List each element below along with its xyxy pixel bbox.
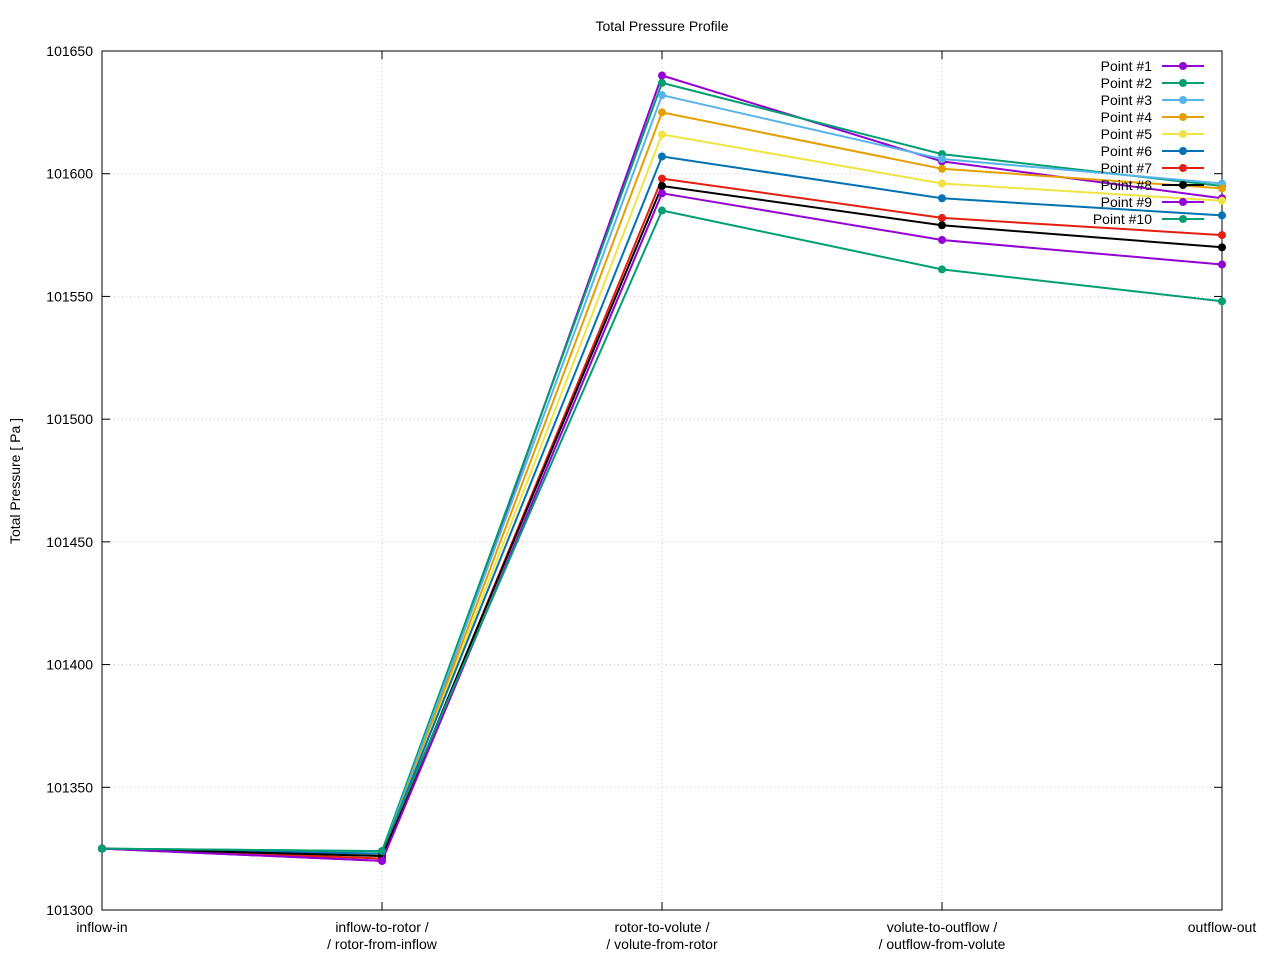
data-point: [1218, 211, 1226, 220]
series-line: [101, 155, 1223, 855]
data-point: [658, 71, 666, 80]
x-tick-label: outflow-out: [1188, 919, 1257, 935]
data-point: [658, 130, 666, 139]
data-point: [938, 221, 946, 230]
grid-lines: [102, 51, 1222, 910]
legend-item: Point #9: [1101, 194, 1204, 210]
data-point: [658, 91, 666, 100]
x-tick-label: volute-to-outflow /: [887, 919, 998, 935]
legend-marker: [1179, 130, 1187, 138]
legend-marker: [1179, 164, 1187, 172]
data-point: [938, 235, 946, 244]
data-point: [658, 108, 666, 117]
data-point: [658, 174, 666, 183]
legend-label: Point #7: [1101, 160, 1153, 176]
data-point: [938, 179, 946, 188]
legend-marker: [1179, 198, 1187, 206]
legend-label: Point #5: [1101, 126, 1153, 142]
legend-item: Point #6: [1101, 143, 1204, 159]
y-tick-label: 101550: [46, 288, 93, 304]
y-tick-label: 101450: [46, 534, 93, 550]
data-point: [938, 265, 946, 274]
legend-label: Point #3: [1101, 92, 1153, 108]
legend-item: Point #8: [1101, 177, 1204, 193]
x-tick-label: inflow-in: [76, 919, 127, 935]
data-point: [1218, 184, 1226, 193]
data-point: [378, 847, 386, 856]
data-point: [98, 844, 106, 853]
data-point: [938, 213, 946, 222]
legend-label: Point #1: [1101, 58, 1153, 74]
x-tick-label: rotor-to-volute /: [615, 919, 710, 935]
legend-label: Point #8: [1101, 177, 1153, 193]
legend-marker: [1179, 215, 1187, 223]
data-point: [1218, 243, 1226, 252]
legend-item: Point #5: [1101, 126, 1204, 142]
legend-label: Point #9: [1101, 194, 1153, 210]
data-point: [1218, 260, 1226, 269]
data-point: [378, 856, 386, 865]
chart-title: Total Pressure Profile: [595, 18, 728, 34]
legend-label: Point #2: [1101, 75, 1153, 91]
data-point: [938, 154, 946, 163]
legend-label: Point #4: [1101, 109, 1153, 125]
data-point: [938, 164, 946, 173]
data-point: [1218, 297, 1226, 306]
legend-item: Point #4: [1101, 109, 1204, 125]
data-point: [658, 189, 666, 198]
y-axis-label: Total Pressure [ Pa ]: [7, 418, 23, 544]
legend-marker: [1179, 147, 1187, 155]
y-tick-label: 101400: [46, 657, 93, 673]
series-line: [101, 177, 1223, 860]
legend-item: Point #2: [1101, 75, 1204, 91]
legend-label: Point #10: [1093, 211, 1152, 227]
data-point: [658, 181, 666, 190]
y-tick-label: 101500: [46, 411, 93, 427]
data-point: [658, 152, 666, 161]
y-tick-label: 101600: [46, 166, 93, 182]
data-point: [938, 194, 946, 203]
legend-marker: [1179, 113, 1187, 121]
legend-label: Point #6: [1101, 143, 1153, 159]
y-tick-label: 101650: [46, 43, 93, 59]
x-tick-label: / outflow-from-volute: [879, 936, 1006, 952]
legend-marker: [1179, 96, 1187, 104]
series-10: [98, 206, 1226, 856]
x-tick-label: / volute-from-rotor: [606, 936, 718, 952]
data-point: [1218, 196, 1226, 205]
legend-marker: [1179, 79, 1187, 87]
data-point: [658, 78, 666, 87]
data-point: [1218, 231, 1226, 240]
y-tick-label: 101350: [46, 779, 93, 795]
x-tick-label: / rotor-from-inflow: [327, 936, 438, 952]
legend-item: Point #10: [1093, 211, 1204, 227]
data-point: [658, 206, 666, 215]
y-tick-label: 101300: [46, 902, 93, 918]
axis-ticks: 101300 101350 101400 101450 101500 101550 1016…: [46, 43, 1256, 952]
legend-item: Point #1: [1101, 58, 1204, 74]
legend-item: Point #7: [1101, 160, 1204, 176]
series-lines: [98, 71, 1226, 865]
legend-marker: [1179, 181, 1187, 189]
legend-item: Point #3: [1101, 92, 1204, 108]
legend-marker: [1179, 62, 1187, 70]
x-tick-label: inflow-to-rotor /: [335, 919, 428, 935]
